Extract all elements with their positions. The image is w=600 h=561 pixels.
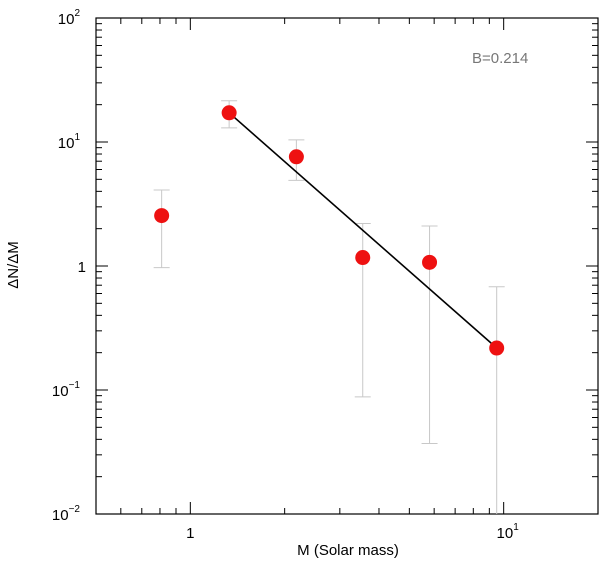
y-tick-label: 10−2 (52, 504, 81, 524)
data-points (154, 105, 505, 356)
data-point (221, 105, 237, 121)
x-axis-label: M (Solar mass) (297, 542, 399, 559)
plot-frame (95, 17, 599, 515)
data-point (355, 250, 371, 266)
y-tick-label: 102 (58, 8, 81, 28)
error-bars (153, 100, 505, 514)
y-tick-label: 10−1 (52, 380, 81, 400)
data-point (288, 149, 304, 165)
annotation-label: B=0.214 (472, 50, 528, 67)
x-tick-label: 101 (497, 522, 520, 542)
y-axis-label: ΔN/ΔM (5, 241, 22, 289)
x-tick-label: 1 (186, 525, 194, 542)
data-point (422, 254, 438, 270)
y-tick-label: 1 (78, 259, 86, 276)
y-axis: 10−2 10−1 1 101 102 (52, 8, 598, 524)
plot-border (95, 17, 599, 515)
data-point (154, 208, 170, 224)
fit-line (228, 112, 498, 349)
fit-line-group (228, 112, 498, 349)
x-axis: 1 101 (95, 18, 599, 542)
data-point (489, 340, 505, 356)
y-tick-label: 101 (58, 132, 81, 152)
